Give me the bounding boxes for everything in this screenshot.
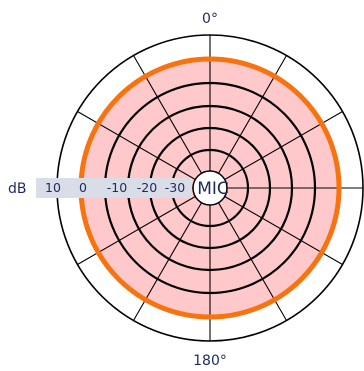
angle-label-180: 180° (193, 353, 227, 369)
db-scale-label-10: 10 (45, 180, 61, 195)
db-scale-label-minus20: -20 (137, 180, 157, 195)
db-unit-label: dB (8, 181, 27, 197)
db-scale-label-minus30: -30 (165, 180, 185, 195)
db-scale-band (36, 178, 192, 198)
mic-center-label: MIC (197, 179, 229, 199)
db-scale-label-0: 0 (79, 180, 87, 195)
mic-center-circle (192, 170, 228, 206)
angle-label-0: 0° (202, 11, 218, 27)
db-scale-label-minus10: -10 (107, 180, 127, 195)
